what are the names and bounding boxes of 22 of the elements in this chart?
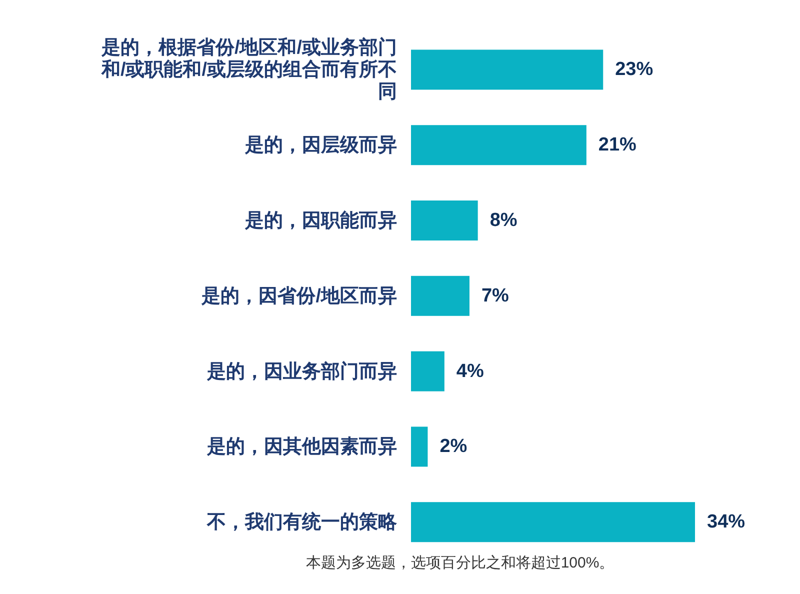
data-label: 8% <box>490 210 518 231</box>
y-tick-label: 不，我们有统一的策略 <box>206 510 398 533</box>
data-label: 21% <box>598 134 637 156</box>
data-label: 7% <box>481 285 510 306</box>
y-tick-label: 是的，根据省份/地区和/或业务部门和/或职能和/或层级的组合而有所不同 <box>100 36 397 102</box>
bar <box>411 351 444 392</box>
data-label: 4% <box>456 360 484 382</box>
y-tick-label: 是的，因业务部门而异 <box>206 360 397 382</box>
bar <box>411 502 695 542</box>
bar <box>411 426 428 467</box>
data-label: 34% <box>707 512 746 533</box>
y-tick-label: 是的，因省份/地区而异 <box>200 284 397 306</box>
y-tick-label: 是的，因职能而异 <box>244 209 397 231</box>
bar <box>411 50 604 90</box>
bar <box>411 200 478 240</box>
data-label: 2% <box>440 436 468 458</box>
annotation: 本题为多选题，选项百分比之和将超过100%。 <box>306 554 614 572</box>
y-tick-label: 是的，因其他因素而异 <box>206 435 397 458</box>
y-tick-label: 是的，因层级而异 <box>244 134 397 156</box>
data-label: 23% <box>615 59 654 80</box>
bar <box>411 276 470 316</box>
bar <box>411 125 586 166</box>
